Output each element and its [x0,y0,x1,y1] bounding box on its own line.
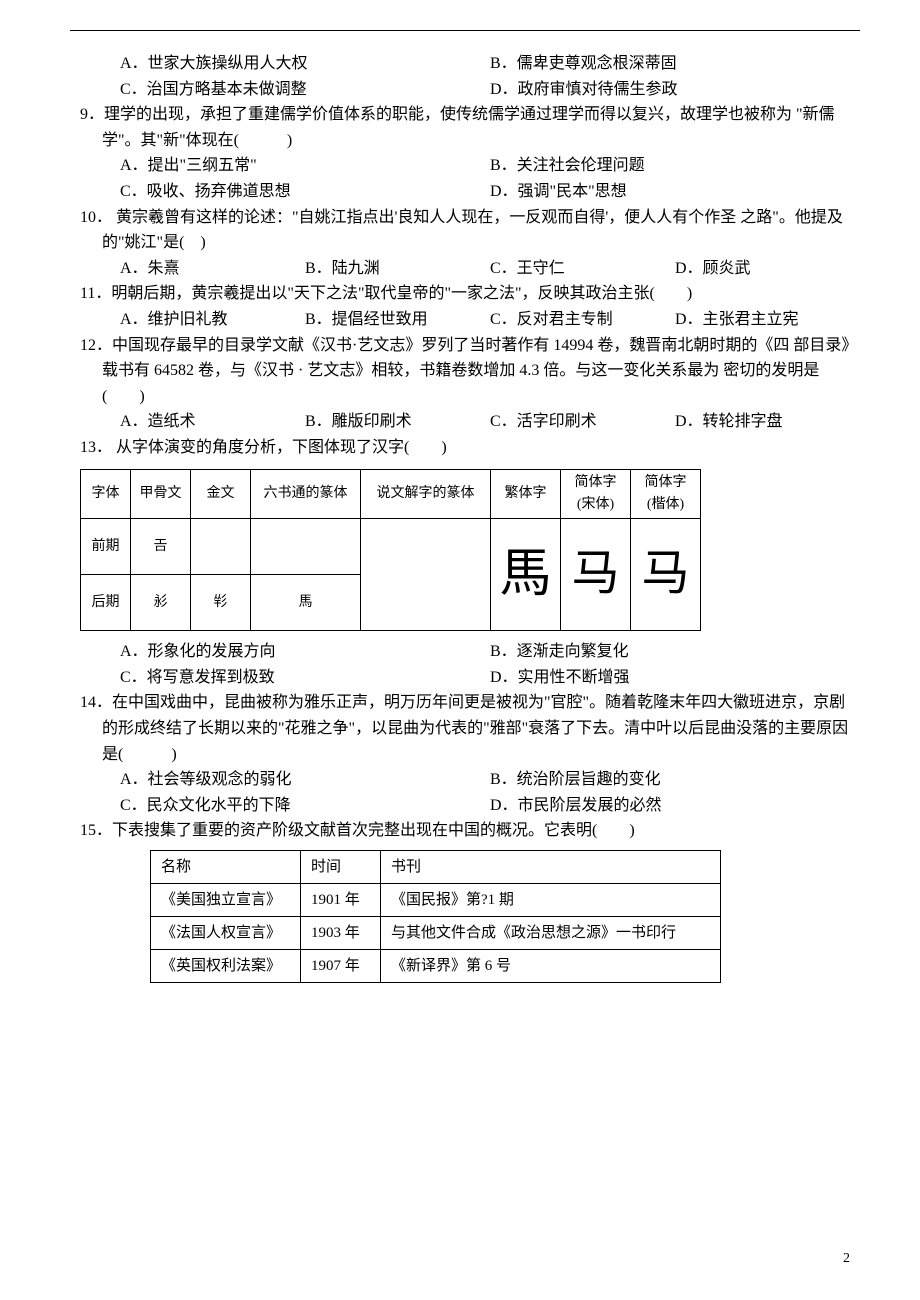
q15-r2c1: 1907 年 [301,950,381,983]
ct-late-1: 𢒑 [191,575,251,631]
q13-options-row2: C．将写意发挥到极致 D．实用性不断增强 [120,665,860,691]
q13-opt-b: B．逐渐走向繁复化 [490,639,860,665]
q14-options-row1: A．社会等级观念的弱化 B．统治阶层旨趣的变化 [120,767,860,793]
ct-late-0: 𢒋 [131,575,191,631]
q11-opt-d: D．主张君主立宪 [675,307,860,333]
q12-text: 12．中国现存最早的目录学文献《汉书·艺文志》罗列了当时著作有 14994 卷，… [80,333,860,410]
q8-opt-b: B．儒卑吏尊观念根深蒂固 [490,51,860,77]
q11-opt-a: A．维护旧礼教 [120,307,305,333]
ct-late-2: 馬 [251,575,361,631]
q14-text: 14．在中国戏曲中，昆曲被称为雅乐正声，明万历年间更是被视为"官腔"。随着乾隆末… [80,690,860,767]
q15-r2c0: 《英国权利法案》 [151,950,301,983]
q15-th-2: 书刊 [381,851,721,884]
ct-merged-2: 马 [561,519,631,631]
q15-r0c1: 1901 年 [301,884,381,917]
q9-options-row1: A．提出"三纲五常" B．关注社会伦理问题 [120,153,860,179]
q13-options-row1: A．形象化的发展方向 B．逐渐走向繁复化 [120,639,860,665]
q14-opt-a: A．社会等级观念的弱化 [120,767,490,793]
q12-opt-a: A．造纸术 [120,409,305,435]
q8-opt-a: A．世家大族操纵用人大权 [120,51,490,77]
q8-options-row1: A．世家大族操纵用人大权 B．儒卑吏尊观念根深蒂固 [120,51,860,77]
q10-options: A．朱熹 B．陆九渊 C．王守仁 D．顾炎武 [120,256,860,282]
character-evolution-table: 字体 甲骨文 金文 六书通的篆体 说文解字的篆体 繁体字 简体字 (宋体) 简体… [80,469,860,632]
q8-opt-c: C．治国方略基本未做调整 [120,77,490,103]
q8-options-row2: C．治国方略基本未做调整 D．政府审慎对待儒生参政 [120,77,860,103]
q15-r0c2: 《国民报》第?1 期 [381,884,721,917]
q10-opt-b: B．陆九渊 [305,256,490,282]
ct-h4: 说文解字的篆体 [361,469,491,519]
q13-opt-c: C．将写意发挥到极致 [120,665,490,691]
q8-opt-d: D．政府审慎对待儒生参政 [490,77,860,103]
ct-merged-0: 𢒝 [361,519,491,631]
q12-opt-c: C．活字印刷术 [490,409,675,435]
q15-text: 15．下表搜集了重要的资产阶级文献首次完整出现在中国的概况。它表明( ) [80,818,860,844]
q13-text: 13． 从字体演变的角度分析，下图体现了汉字( ) [80,435,860,461]
q15-table: 名称 时间 书刊 《美国独立宣言》 1901 年 《国民报》第?1 期 《法国人… [150,850,721,983]
q12-options: A．造纸术 B．雕版印刷术 C．活字印刷术 D．转轮排字盘 [120,409,860,435]
ct-h6: 简体字 (宋体) [561,469,631,519]
q11-options: A．维护旧礼教 B．提倡经世致用 C．反对君主专制 D．主张君主立宪 [120,307,860,333]
q12-opt-b: B．雕版印刷术 [305,409,490,435]
q15-r1c2: 与其他文件合成《政治思想之源》一书印行 [381,917,721,950]
ct-h0: 字体 [81,469,131,519]
q14-opt-b: B．统治阶层旨趣的变化 [490,767,860,793]
q9-opt-b: B．关注社会伦理问题 [490,153,860,179]
q10-opt-c: C．王守仁 [490,256,675,282]
q11-text: 11．明朝后期，黄宗羲提出以"天下之法"取代皇帝的"一家之法"，反映其政治主张(… [80,281,860,307]
q9-opt-a: A．提出"三纲五常" [120,153,490,179]
q13-opt-d: D．实用性不断增强 [490,665,860,691]
q14-opt-c: C．民众文化水平的下降 [120,793,490,819]
q11-opt-b: B．提倡经世致用 [305,307,490,333]
q14-opt-d: D．市民阶层发展的必然 [490,793,860,819]
ct-h3: 六书通的篆体 [251,469,361,519]
q11-opt-c: C．反对君主专制 [490,307,675,333]
q15-th-1: 时间 [301,851,381,884]
top-rule [70,30,860,31]
ct-row-early: 前期 [81,519,131,575]
q9-opt-d: D．强调"民本"思想 [490,179,860,205]
ct-merged-1: 馬 [491,519,561,631]
q15-r0c0: 《美国独立宣言》 [151,884,301,917]
q15-r1c1: 1903 年 [301,917,381,950]
q14-options-row2: C．民众文化水平的下降 D．市民阶层发展的必然 [120,793,860,819]
q9-opt-c: C．吸收、扬弃佛道思想 [120,179,490,205]
ct-h1: 甲骨文 [131,469,191,519]
q13-opt-a: A．形象化的发展方向 [120,639,490,665]
ct-h2: 金文 [191,469,251,519]
page-number: 2 [843,1248,850,1270]
q10-text: 10． 黄宗羲曾有这样的论述："自姚江指点出'良知人人现在，一反观而自得'，便人… [80,205,860,256]
ct-row-late: 后期 [81,575,131,631]
q15-th-0: 名称 [151,851,301,884]
ct-early-2: 𢒅 [251,519,361,575]
q10-opt-d: D．顾炎武 [675,256,860,282]
q10-opt-a: A．朱熹 [120,256,305,282]
q9-options-row2: C．吸收、扬弃佛道思想 D．强调"民本"思想 [120,179,860,205]
ct-early-1: 𢒃 [191,519,251,575]
q12-opt-d: D．转轮排字盘 [675,409,860,435]
ct-early-0: 𢀛 [131,519,191,575]
q9-text: 9．理学的出现，承担了重建儒学价值体系的职能，使传统儒学通过理学而得以复兴，故理… [80,102,860,153]
q15-r1c0: 《法国人权宣言》 [151,917,301,950]
ct-merged-3: 马 [631,519,701,631]
q15-r2c2: 《新译界》第 6 号 [381,950,721,983]
ct-h7: 简体字 (楷体) [631,469,701,519]
ct-h5: 繁体字 [491,469,561,519]
